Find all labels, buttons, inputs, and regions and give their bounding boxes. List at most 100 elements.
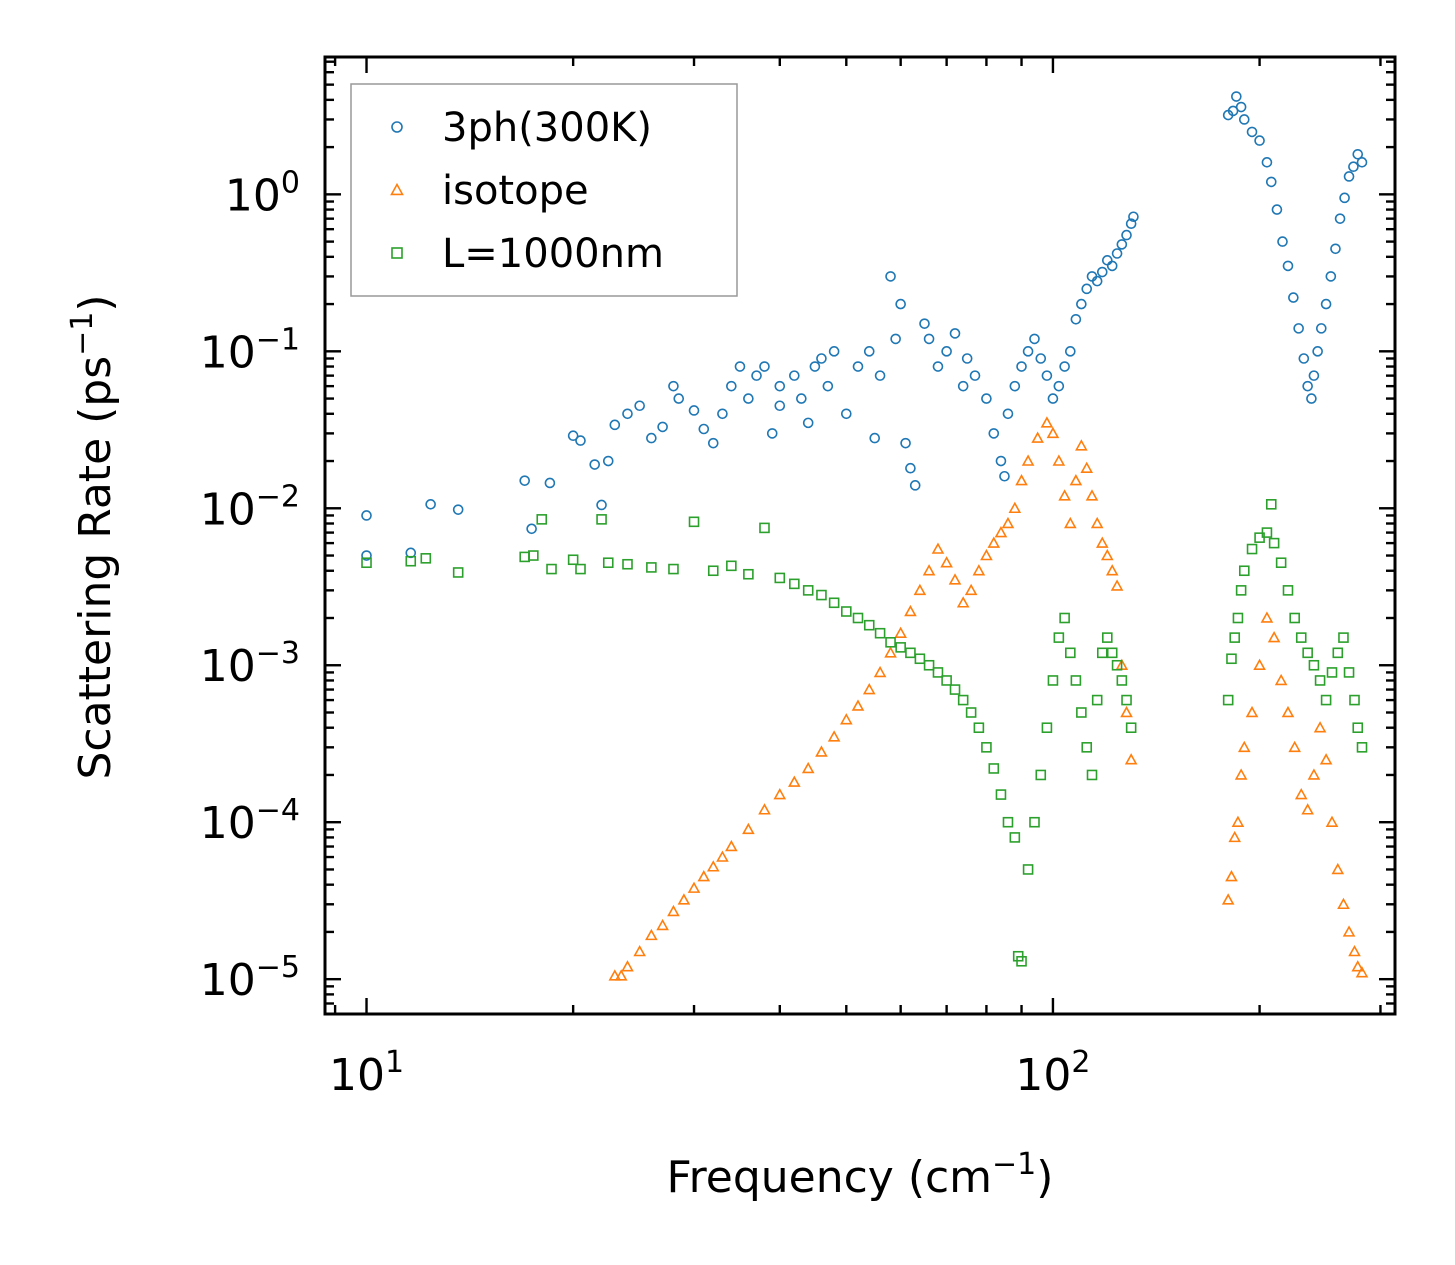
data-point [656,918,669,931]
data-point [1008,501,1022,514]
data-point [895,298,906,310]
data-point [1306,393,1317,404]
data-point [1069,474,1083,486]
legend-marker-triangle [390,182,404,196]
data-point [802,417,814,429]
data-point [774,400,786,412]
data-point [1121,694,1132,706]
data-point [751,370,762,381]
data-point [1070,313,1082,325]
data-point [1261,157,1273,168]
data-point [1080,461,1094,473]
data-point [405,555,417,567]
data-point [608,969,622,981]
data-point [1260,611,1274,623]
data-point [1022,864,1034,875]
data-point [575,563,586,575]
data-point [1282,585,1294,596]
data-point [919,318,930,329]
data-point [1106,260,1118,272]
data-point [1128,211,1139,223]
data-point [885,637,896,648]
data-point [1002,816,1014,828]
data-point [536,514,548,525]
data-point [1105,564,1119,576]
data-point [596,514,607,525]
data-point [668,380,679,392]
data-point [1307,768,1321,780]
data-point [852,361,864,372]
data-point [828,346,840,357]
data-point [1238,565,1250,577]
data-point [862,682,876,695]
data-point [614,969,628,981]
data-point [789,370,800,381]
series-square [361,499,1368,967]
data-point [646,562,657,573]
y-tick-label: 10−3 [200,636,300,692]
data-point [1110,579,1124,591]
data-point [1101,632,1113,643]
legend-label: isotope [442,168,589,214]
data-point [602,455,614,467]
data-point [1338,632,1349,643]
legend-label: L=1000nm [442,231,664,277]
data-point [1313,721,1327,733]
data-point [667,904,680,917]
data-point [941,675,952,686]
data-point [905,647,916,659]
data-point [1265,499,1277,510]
data-point [796,393,807,404]
data-point [621,960,634,972]
data-point [1124,753,1138,765]
data-point [1356,742,1368,753]
data-point [1295,632,1307,643]
data-point [1254,135,1265,146]
data-point [1116,239,1128,250]
data-point [900,437,911,449]
y-tick-label: 10−1 [200,322,300,378]
data-point [1261,527,1273,538]
data-point [969,370,981,381]
data-point [1352,148,1364,160]
legend-entry: L=1000nm [391,231,664,277]
data-point [1096,266,1108,278]
data-point [1315,323,1327,334]
data-point [1294,787,1308,800]
data-point [1086,769,1098,781]
data-point [923,333,935,345]
data-point [1308,370,1320,381]
data-point [1065,647,1076,659]
data-point [981,393,992,404]
data-point [1059,361,1070,372]
data-point [1343,667,1355,678]
data-point [673,393,685,404]
data-point [1029,333,1040,345]
data-point [361,550,372,561]
data-point [1070,675,1082,686]
data-point [1100,548,1114,561]
x-tick-label: 102 [1015,1045,1090,1101]
data-point [932,667,944,678]
data-point [609,419,621,431]
data-point [1330,243,1341,255]
data-point [922,564,936,576]
data-point [1035,353,1047,364]
data-point [1231,815,1245,827]
data-point [1271,204,1283,215]
data-point [1293,323,1304,334]
data-point [766,428,778,439]
series-triangle [608,416,1369,981]
data-point [1282,260,1294,272]
data-point [1302,380,1313,392]
data-point [452,567,464,578]
data-point [546,563,557,575]
data-point [1222,694,1234,706]
data-point [602,557,614,569]
data-point [717,408,728,420]
data-point [1267,631,1281,643]
data-point [851,699,865,711]
data-point [1312,346,1323,357]
data-point [589,459,601,470]
